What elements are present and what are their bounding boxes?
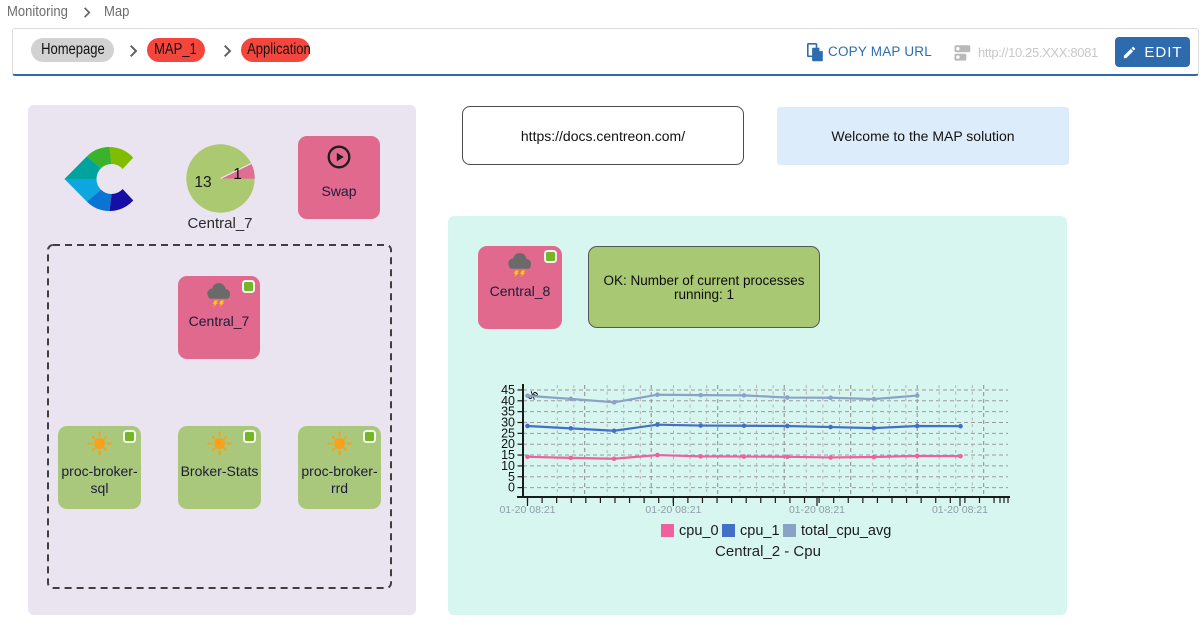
svg-text:25: 25 (501, 426, 515, 440)
svg-text:01-20 08:21: 01-20 08:21 (789, 504, 845, 516)
svg-text:30: 30 (501, 416, 515, 430)
svg-text:01-20 08:21: 01-20 08:21 (499, 504, 555, 516)
svg-text:15: 15 (501, 448, 515, 462)
svg-text:10: 10 (501, 459, 515, 473)
svg-text:cpu_0: cpu_0 (679, 523, 719, 539)
svg-text:5: 5 (508, 470, 515, 484)
svg-text:0: 0 (508, 481, 515, 495)
svg-text:35: 35 (501, 405, 515, 419)
svg-text:45: 45 (501, 383, 515, 397)
svg-text:Central_2 - Cpu: Central_2 - Cpu (715, 543, 821, 560)
svg-text:cpu_1: cpu_1 (740, 523, 780, 539)
svg-text:01-20 08:21: 01-20 08:21 (932, 504, 988, 516)
svg-text:total_cpu_avg: total_cpu_avg (801, 523, 891, 539)
svg-text:01-20 08:21: 01-20 08:21 (645, 504, 701, 516)
svg-text:20: 20 (501, 437, 515, 451)
svg-text:40: 40 (501, 394, 515, 408)
